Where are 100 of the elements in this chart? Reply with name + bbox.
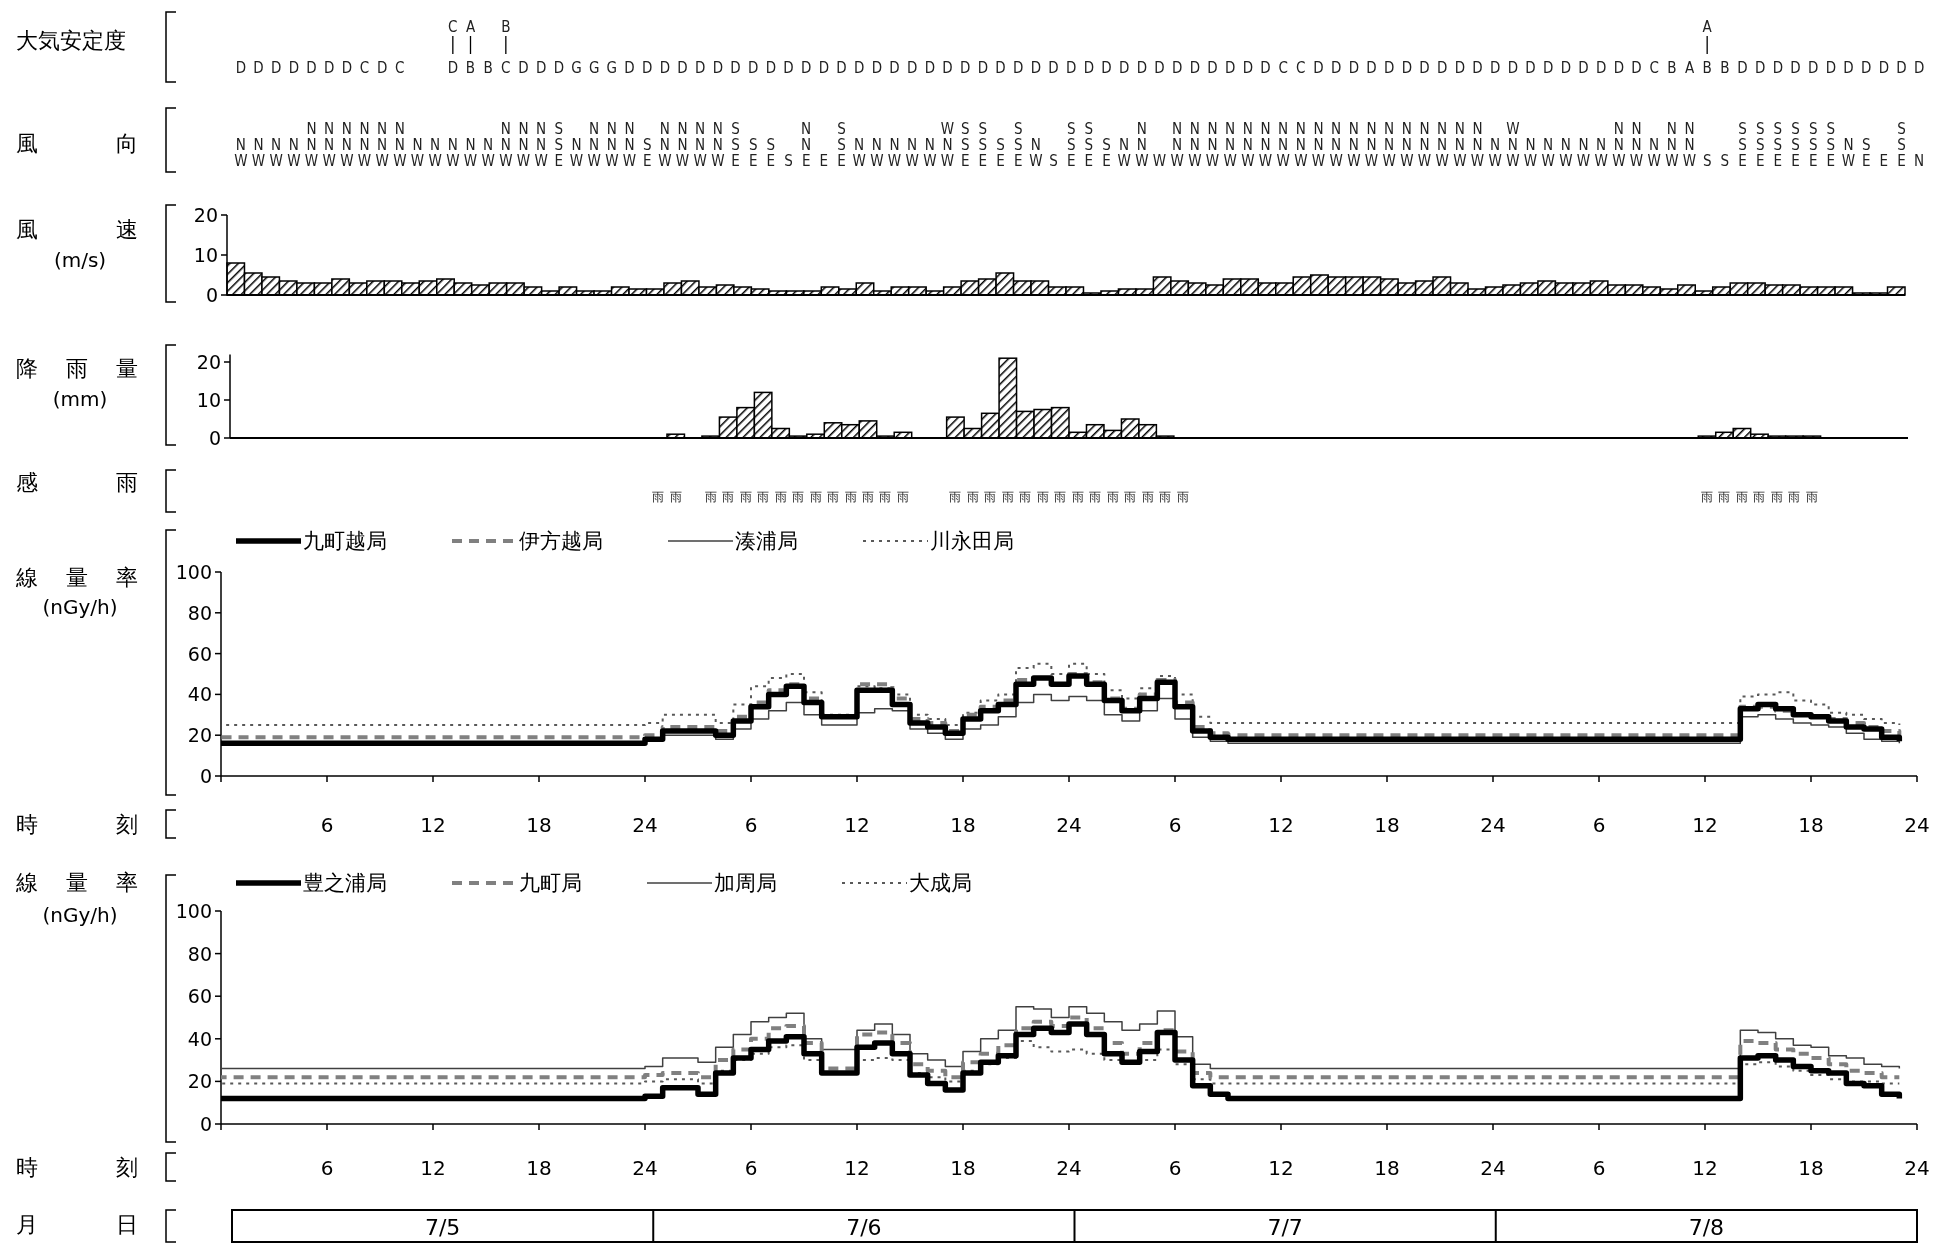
text: W [357, 152, 372, 170]
text: C [448, 18, 458, 36]
text: E [1755, 152, 1765, 170]
text: N [1242, 120, 1253, 138]
text: D [783, 59, 794, 77]
text: B [1720, 59, 1730, 77]
text: D [800, 59, 812, 77]
text: 風向 [16, 131, 138, 156]
text: B [501, 18, 511, 36]
text: W [1541, 152, 1555, 170]
text: N [235, 136, 246, 154]
text: 雨 [1700, 490, 1713, 504]
text: N [1596, 136, 1607, 154]
text: N [1560, 136, 1571, 154]
text: D [712, 59, 724, 77]
text: G [588, 59, 600, 77]
text: N [394, 136, 405, 154]
x-tick-label: 12 [1692, 813, 1718, 837]
text: W [463, 152, 478, 170]
text: C [1296, 59, 1306, 77]
y-tick-label: 100 [175, 561, 212, 583]
text: W [1841, 152, 1856, 170]
text: S [731, 120, 740, 138]
x-tick-label: 18 [526, 1156, 552, 1180]
text: D [341, 59, 353, 77]
text: W [534, 152, 548, 170]
x-tick-label: 6 [1168, 1156, 1182, 1180]
text: W [852, 152, 866, 170]
y-tick-label: 80 [187, 942, 212, 965]
x-tick-label: 24 [1480, 1156, 1506, 1180]
text: N [1366, 136, 1377, 154]
text: W [1453, 152, 1467, 170]
text: S [837, 136, 846, 154]
text: W [1241, 152, 1255, 170]
x-tick-label: 6 [320, 1156, 334, 1180]
text: N [1172, 120, 1183, 138]
y-axis-title: 降雨量 (mm) [16, 356, 138, 411]
text: W [605, 152, 619, 170]
text: W [428, 152, 442, 170]
y-tick-label: 0 [205, 284, 218, 306]
text: S [978, 136, 988, 154]
text: W [1488, 152, 1502, 170]
text: W [1135, 152, 1149, 170]
text: E [1013, 152, 1023, 170]
text: D [1896, 59, 1907, 77]
text: N [677, 136, 688, 154]
x-tick-label: 24 [1056, 813, 1082, 837]
y-tick-label: 20 [193, 204, 218, 226]
text: W [1258, 152, 1273, 170]
text: S [960, 120, 970, 138]
text: D [1348, 59, 1360, 77]
text: D [253, 59, 264, 77]
x-tick-label: 18 [1798, 813, 1824, 837]
text: 雨 [896, 490, 909, 504]
text: N [1295, 120, 1306, 138]
text: W [1223, 152, 1237, 170]
text: D [1136, 59, 1148, 77]
text: D [836, 59, 847, 77]
text: W [375, 152, 389, 170]
x-tick-label: 12 [1268, 1156, 1294, 1180]
text: C [395, 59, 405, 77]
text: E [996, 152, 1005, 170]
text: E [960, 152, 970, 170]
text: W [1205, 152, 1220, 170]
text: N [1631, 136, 1642, 154]
x-tick-label: 12 [1268, 813, 1294, 837]
y-tick-label: 80 [187, 601, 212, 624]
x-tick-label: 18 [950, 813, 976, 837]
text: D [1101, 59, 1112, 77]
text: D [376, 59, 388, 77]
text: N [1543, 136, 1554, 154]
x-tick-label: 12 [420, 813, 446, 837]
text: D [1154, 59, 1165, 77]
text: S [1084, 136, 1094, 154]
text: W [1665, 152, 1679, 170]
text: C [1649, 59, 1659, 77]
text: N [907, 136, 918, 154]
text: 雨 [652, 490, 665, 504]
text: S [1755, 120, 1765, 138]
text: S [1773, 120, 1783, 138]
text: N [1437, 136, 1448, 154]
text: N [624, 136, 635, 154]
text: N [1136, 120, 1147, 138]
text: W [1276, 152, 1290, 170]
text: D [1242, 59, 1254, 77]
text: N [659, 120, 670, 138]
text: N [924, 136, 935, 154]
text: D [1065, 59, 1077, 77]
text: S [1861, 136, 1871, 154]
text: W [658, 152, 672, 170]
text: N [1207, 136, 1218, 154]
text: E [801, 152, 811, 170]
text: W [1117, 152, 1131, 170]
text: D [1436, 59, 1448, 77]
text: D [765, 59, 777, 77]
text: S [1702, 152, 1712, 170]
x-tick-label: 24 [632, 813, 658, 837]
text: D [1860, 59, 1872, 77]
text: E [1826, 152, 1836, 170]
text: S [1897, 120, 1906, 138]
